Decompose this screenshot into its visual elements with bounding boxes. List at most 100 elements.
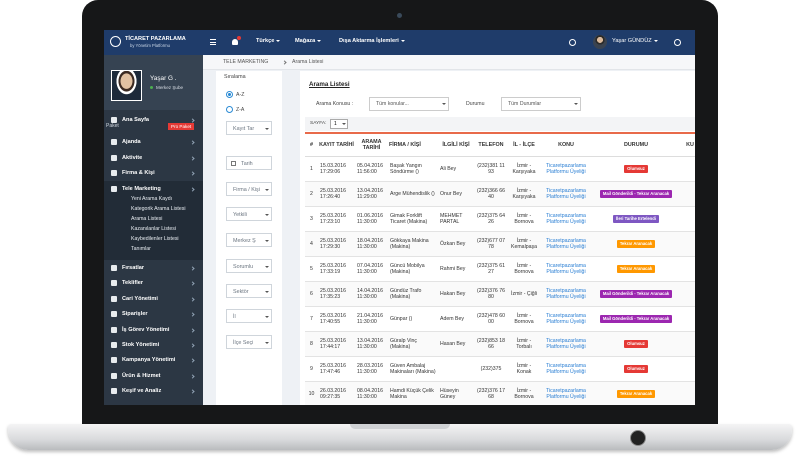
- caret: [574, 103, 578, 105]
- cell-telefon: (232)375 64 26: [474, 206, 508, 232]
- table-row[interactable]: 7 25.03.2016 17:40:55 21.04.2016 11:30:00 G…: [305, 306, 695, 332]
- menu-item[interactable]: Keşif ve Analiz: [104, 384, 203, 399]
- cell-no: 6: [305, 281, 318, 307]
- sidebar: Yaşar G . Merkez Şube Ana Sayfa Paket Pro Pa…: [104, 55, 203, 405]
- cell-arama: 07.04.2016 11:30:00: [355, 256, 388, 282]
- cell-konu: Ticaretpazarlama Platformu Üyeliği: [540, 256, 592, 282]
- cell-kayit: 25.03.2016 17:35:23: [318, 281, 355, 307]
- nav-item[interactable]: Türkçe: [256, 38, 281, 44]
- cell-konu: Ticaretpazarlama Platformu Üyeliği: [540, 331, 592, 357]
- cell-no: 10: [305, 381, 318, 405]
- menu-item[interactable]: Siparişler: [104, 307, 203, 322]
- user-name[interactable]: Yaşar GÜNDÜZ: [612, 38, 658, 44]
- menu-item[interactable]: Ana Sayfa: [104, 113, 203, 128]
- cell-arama: 14.04.2016 11:30:00: [355, 281, 388, 307]
- table-row[interactable]: 9 25.03.2016 17:47:46 28.03.2016 11:30:00 G…: [305, 356, 695, 382]
- cell-kayit: 15.03.2016 17:29:06: [318, 156, 355, 182]
- submenu-item[interactable]: Arama Listesi: [131, 216, 163, 222]
- submenu-item[interactable]: Kategorik Arama Listesi: [131, 206, 186, 212]
- cell-durum: Olumsuz: [592, 331, 680, 357]
- menu-icon: [111, 117, 117, 123]
- nav-item[interactable]: Dışa Aktarma İşlemleri: [339, 38, 405, 44]
- table-row[interactable]: 8 25.03.2016 17:44:17 13.04.2016 11:30:00 G…: [305, 331, 695, 357]
- status-label: Durumu: [466, 101, 485, 107]
- chevron: [190, 374, 195, 379]
- submenu-item[interactable]: Kazanılanlar Listesi: [131, 226, 176, 232]
- menu-item[interactable]: Kampanya Yönetimi: [104, 353, 203, 368]
- cell-telefon: (232)366 66 40: [474, 181, 508, 207]
- filter-field[interactable]: İl: [226, 309, 272, 323]
- cell-durum: Mail Gönderildi - Tekrar Aranacak: [592, 181, 680, 207]
- chevron: [190, 156, 195, 161]
- cell-konu: Ticaretpazarlama Platformu Üyeliği: [540, 281, 592, 307]
- sort-label: Sıralama: [224, 74, 246, 80]
- filter-field[interactable]: Yetkili: [226, 207, 272, 221]
- radio[interactable]: [226, 91, 233, 98]
- cell-telefon: (232)376 76 80: [474, 281, 508, 307]
- caret: [265, 214, 269, 216]
- table-row[interactable]: 3 25.03.2016 17:23:10 01.06.2016 11:30:00 G…: [305, 206, 695, 232]
- breadcrumb-item[interactable]: TELE MARKETING: [223, 59, 269, 65]
- menu-item[interactable]: İş Görev Yönetimi: [104, 323, 203, 338]
- cell-firma: Gündüz Trafo (Makina): [388, 281, 438, 307]
- status-badge: Olumsuz: [624, 164, 648, 174]
- filter-field[interactable]: Sektör: [226, 284, 272, 298]
- cell-kayit: 26.03.2016 09:27:35: [318, 381, 355, 405]
- menu-item[interactable]: Stok Yönetimi: [104, 338, 203, 353]
- radio[interactable]: [226, 106, 233, 113]
- menu-item[interactable]: Teklifler: [104, 276, 203, 291]
- cell-ilgili: Hüseyin Güney: [438, 381, 474, 405]
- call-table: # KAYIT TARİHİ ARAMA TARİHİ FİRMA / KİŞİ İLG…: [305, 134, 695, 405]
- filter-field[interactable]: Firma / Kişi: [226, 182, 272, 196]
- bell-icon[interactable]: [232, 39, 238, 45]
- topic-select[interactable]: Tüm konular...: [369, 97, 449, 111]
- menu-item[interactable]: Fırsatlar: [104, 261, 203, 276]
- caret: [265, 316, 269, 318]
- table-row[interactable]: 6 25.03.2016 17:35:23 14.04.2016 11:30:00 G…: [305, 281, 695, 307]
- search-icon[interactable]: [569, 39, 576, 46]
- filter-field[interactable]: Tarih: [226, 156, 272, 170]
- menu-icon: [111, 265, 117, 271]
- submenu-item[interactable]: Tanımlar: [131, 246, 151, 252]
- select-text: Tüm Durumlar: [508, 101, 542, 107]
- cell-il: İzmir - Karşıyaka: [508, 181, 540, 207]
- cell-kayit: 25.03.2016 17:44:17: [318, 331, 355, 357]
- submenu-item[interactable]: Kaybedilenler Listesi: [131, 236, 179, 242]
- menu-item[interactable]: Cari Yönetimi: [104, 292, 203, 307]
- nav-item[interactable]: Mağaza: [295, 38, 322, 44]
- cell-durum: Mail Gönderildi - Tekrar Aranacak: [592, 281, 680, 307]
- column-header: DURUMU: [592, 134, 680, 157]
- cell-il: İzmir - Bornova: [508, 381, 540, 405]
- menu-item[interactable]: Ürün & Hizmet: [104, 369, 203, 384]
- filter-field[interactable]: Merkez Ş: [226, 233, 272, 247]
- power-icon[interactable]: [674, 39, 681, 46]
- menu-item[interactable]: Ajanda: [104, 135, 203, 150]
- menu-item[interactable]: Tele Marketing: [104, 182, 203, 197]
- cell-no: 9: [305, 356, 318, 382]
- menu-label: Ürün & Hizmet: [122, 372, 161, 379]
- caret: [265, 266, 269, 268]
- submenu-item[interactable]: Yeni Arama Kaydı: [131, 196, 173, 202]
- status-select[interactable]: Tüm Durumlar: [501, 97, 581, 111]
- cell-kayit: 25.03.2016 17:29:30: [318, 231, 355, 257]
- cell-no: 1: [305, 156, 318, 182]
- filter-field[interactable]: Kayıt Tar: [226, 121, 272, 135]
- logo-icon: [110, 36, 121, 47]
- table-row[interactable]: 5 25.03.2016 17:33:19 07.04.2016 11:30:00 G…: [305, 256, 695, 282]
- chevron: [190, 343, 195, 348]
- power-button[interactable]: [630, 430, 646, 446]
- filter-field[interactable]: Sorumlu: [226, 259, 272, 273]
- menu-item[interactable]: Firma & Kişi: [104, 166, 203, 181]
- menu-item[interactable]: Aktivite: [104, 151, 203, 166]
- cell-no: 2: [305, 181, 318, 207]
- select-text: Tüm konular...: [376, 101, 409, 107]
- filter-field[interactable]: İlçe Seçi: [226, 335, 272, 349]
- table-row[interactable]: 1 15.03.2016 17:29:06 05.04.2016 11:56:00 B…: [305, 156, 695, 182]
- table-row[interactable]: 4 25.03.2016 17:29:30 18.04.2016 11:30:00 G…: [305, 231, 695, 257]
- cell-konu: Ticaretpazarlama Platformu Üyeliği: [540, 306, 592, 332]
- filter-text: Merkez Ş: [233, 238, 256, 244]
- table-row[interactable]: 2 25.03.2016 17:26:40 13.04.2016 11:29:00 A…: [305, 181, 695, 207]
- menu-icon: [111, 372, 117, 379]
- table-row[interactable]: 10 26.03.2016 09:27:35 08.04.2016 11:30:00…: [305, 381, 695, 405]
- page-select[interactable]: 1: [330, 118, 348, 129]
